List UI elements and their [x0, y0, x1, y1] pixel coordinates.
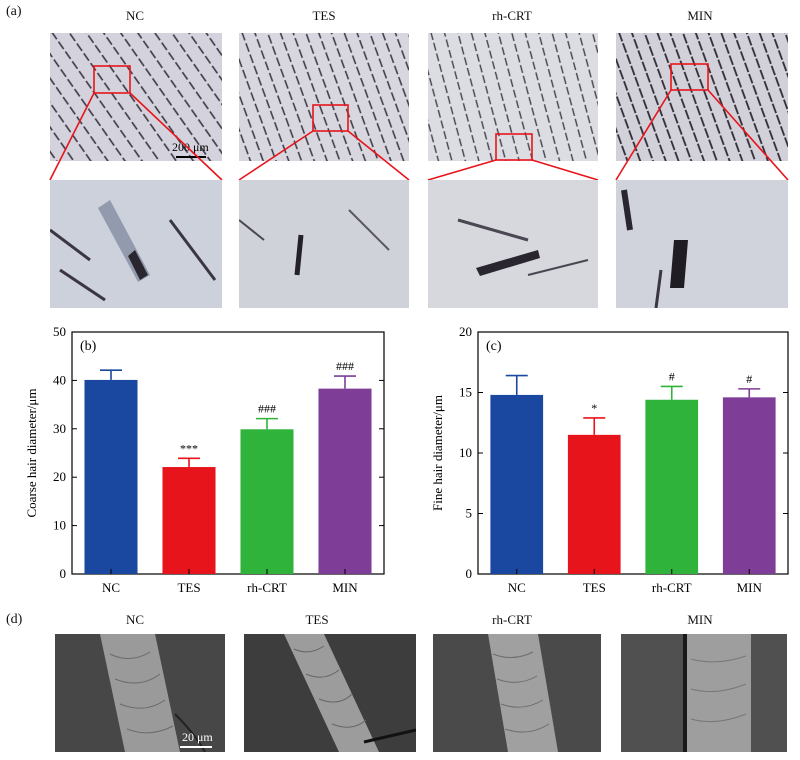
zoom-line-min-right — [707, 89, 789, 181]
sem-nc — [55, 634, 225, 752]
scale-bar-d-label: 20 μm — [182, 730, 213, 744]
chart-c-bar-rhcrt — [645, 399, 699, 574]
chart-b-ytick-label: 30 — [53, 421, 66, 436]
micrograph-nc-zoom — [50, 180, 222, 308]
chart-c-bar-tes — [567, 434, 621, 574]
chart-b-xtick-label: NC — [102, 580, 120, 595]
micrograph-rhcrt-overview — [428, 33, 598, 161]
panel-a-label-nc: NC — [125, 8, 145, 23]
zoom-line-nc-right — [129, 92, 223, 181]
chart-b-xtick-label: TES — [177, 580, 200, 595]
zoom-box-min — [670, 63, 709, 91]
micrograph-tes-zoom — [239, 180, 409, 308]
zoom-callouts — [49, 63, 789, 181]
panel-d-label-min: MIN — [687, 612, 713, 627]
panel-a-letter: (a) — [6, 4, 22, 19]
scale-bar-a — [176, 156, 206, 158]
panel-d-label-tes: TES — [305, 612, 329, 627]
chart-c-xtick-label: TES — [583, 580, 606, 595]
chart-b-xtick-label: MIN — [332, 580, 358, 595]
chart-b-bar-nc — [84, 379, 138, 574]
chart-b-ytick-label: 0 — [60, 566, 67, 581]
chart-b-ytick-label: 10 — [53, 518, 66, 533]
chart-c-ytick-label: 15 — [459, 385, 472, 400]
sem-rhcrt — [433, 634, 601, 752]
chart-c-ytick-label: 10 — [459, 445, 472, 460]
chart-c-ytick-label: 0 — [466, 566, 473, 581]
chart-c-xtick-label: NC — [508, 580, 526, 595]
zoom-line-min-left — [615, 89, 672, 181]
zoom-line-rhcrt-left — [427, 159, 497, 181]
panel-d-label-rhcrt: rh-CRT — [492, 612, 532, 627]
zoom-box-rhcrt — [495, 133, 533, 161]
panel-a-label-tes: TES — [312, 8, 336, 23]
chart-c-ytick-label: 20 — [459, 324, 472, 339]
chart-c-significance: # — [746, 372, 752, 386]
micrograph-rhcrt-zoom — [428, 180, 598, 308]
chart-b-bar-tes — [162, 467, 216, 574]
sem-tes — [244, 634, 416, 752]
zoom-line-nc-left — [49, 92, 95, 181]
scale-bar-a-label: 200 μm — [172, 140, 209, 154]
panel-a-label-rhcrt: rh-CRT — [492, 8, 532, 23]
chart-b-ylabel: Coarse hair diameter/μm — [24, 389, 39, 518]
chart-b-ytick-label: 40 — [53, 372, 66, 387]
micrograph-min-zoom — [616, 180, 788, 308]
zoom-line-tes-right — [347, 130, 410, 181]
chart-c-bar-min — [722, 397, 776, 574]
chart-b-panel-letter: (b) — [80, 339, 97, 354]
chart-b-ytick-label: 50 — [53, 324, 66, 339]
chart-c-significance: # — [669, 369, 675, 383]
sem-min — [621, 634, 787, 752]
chart-c-ylabel: Fine hair diameter/μm — [430, 395, 445, 511]
chart-fine-hair: (c) 0 5 10 15 20 Fine hair diameter/μm NC * TES # r… — [430, 324, 789, 595]
micrograph-tes-overview — [239, 33, 409, 161]
chart-b-significance: ### — [258, 402, 276, 416]
chart-b-ytick-label: 20 — [53, 469, 66, 484]
chart-b-bar-min — [318, 388, 372, 574]
micrograph-min-overview — [616, 33, 788, 161]
chart-c-xtick-label: rh-CRT — [652, 580, 692, 595]
scale-bar-d — [180, 746, 212, 748]
panel-a-label-min: MIN — [687, 8, 713, 23]
chart-b-significance: *** — [180, 441, 198, 455]
chart-b-significance: ### — [336, 359, 354, 373]
zoom-line-tes-left — [238, 130, 314, 181]
chart-c-significance: * — [591, 401, 597, 415]
chart-c-bar-nc — [490, 394, 544, 574]
chart-b-plot-frame — [71, 331, 385, 575]
zoom-box-tes — [312, 104, 349, 132]
panel-d-letter: (d) — [6, 612, 23, 627]
zoom-box-nc — [93, 65, 131, 94]
panel-d-label-nc: NC — [125, 612, 145, 627]
chart-b-xtick-label: rh-CRT — [247, 580, 287, 595]
chart-c-panel-letter: (c) — [486, 339, 502, 354]
chart-c-xtick-label: MIN — [737, 580, 763, 595]
micrograph-nc-overview — [50, 33, 222, 161]
chart-c-ytick-label: 5 — [466, 506, 473, 521]
zoom-line-rhcrt-right — [531, 159, 599, 181]
chart-b-bar-rhcrt — [240, 429, 294, 574]
chart-coarse-hair: (b) 0 10 20 30 40 50 Coarse hair diameter/μm NC *… — [24, 324, 385, 595]
